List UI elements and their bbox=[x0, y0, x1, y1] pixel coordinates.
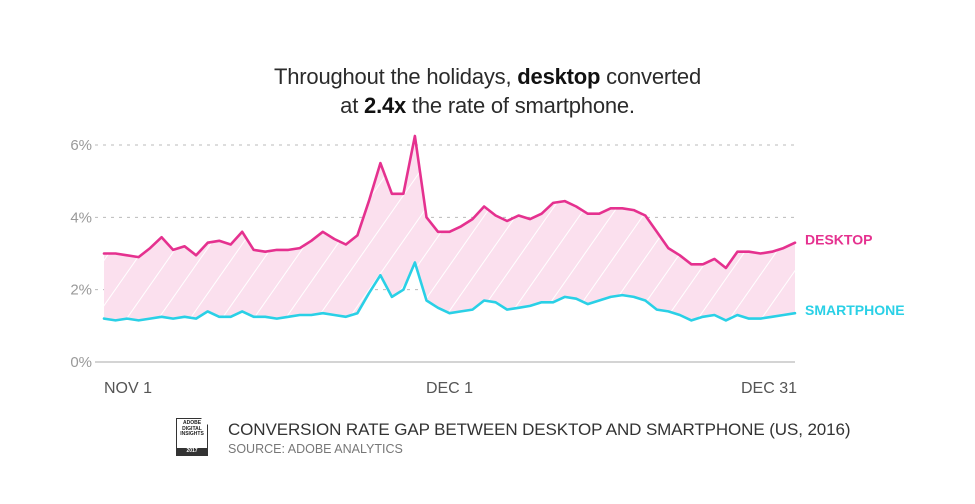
y-axis-ticks: 0% 2% 4% 6% bbox=[70, 137, 92, 371]
badge-year: 2017 bbox=[177, 448, 207, 455]
x-tick-label: NOV 1 bbox=[104, 380, 152, 397]
y-tick-label: 2% bbox=[70, 282, 92, 299]
chart-caption: CONVERSION RATE GAP BETWEEN DESKTOP AND … bbox=[228, 420, 851, 439]
gap-area bbox=[104, 136, 795, 321]
series-label-smartphone: SMARTPHONE bbox=[805, 302, 905, 318]
y-tick-label: 0% bbox=[70, 354, 92, 371]
chart-headline: Throughout the holidays, desktop convert… bbox=[0, 62, 975, 120]
headline-text-2: converted bbox=[600, 64, 701, 89]
series-label-desktop: DESKTOP bbox=[805, 232, 872, 248]
grid-lines bbox=[95, 144, 795, 363]
series-line-desktop bbox=[102, 134, 797, 270]
headline-bold-ratio: 2.4x bbox=[364, 93, 407, 118]
headline-text-3: at bbox=[340, 93, 365, 118]
badge-line-1: ADOBE bbox=[182, 420, 202, 426]
headline-text-4: the rate of smartphone. bbox=[406, 93, 635, 118]
headline-text-1: Throughout the holidays, bbox=[274, 64, 518, 89]
badge-line-2: DIGITAL bbox=[182, 425, 202, 432]
series-lines bbox=[102, 134, 797, 322]
badge-corner bbox=[201, 418, 208, 425]
y-tick-label: 6% bbox=[70, 137, 92, 154]
y-tick-label: 4% bbox=[70, 209, 92, 226]
x-tick-label: DEC 1 bbox=[426, 380, 473, 397]
chart-source: SOURCE: ADOBE ANALYTICS bbox=[228, 442, 403, 456]
series-labels: DESKTOP SMARTPHONE bbox=[805, 232, 905, 319]
adobe-digital-insights-logo: ADOBE DIGITAL INSIGHTS 2017 bbox=[176, 418, 208, 456]
x-tick-label: DEC 31 bbox=[741, 380, 797, 397]
headline-bold-desktop: desktop bbox=[517, 64, 601, 89]
gap-fill-area bbox=[104, 136, 795, 321]
x-axis-ticks: NOV 1 DEC 1 DEC 31 bbox=[104, 380, 797, 397]
chart-footer: ADOBE DIGITAL INSIGHTS 2017 CONVERSION R… bbox=[176, 418, 851, 458]
series-line-smartphone bbox=[102, 261, 797, 322]
headline-line-2: at 2.4x the rate of smartphone. bbox=[0, 91, 975, 120]
headline-line-1: Throughout the holidays, desktop convert… bbox=[0, 62, 975, 91]
badge-line-3: INSIGHTS bbox=[180, 431, 204, 438]
